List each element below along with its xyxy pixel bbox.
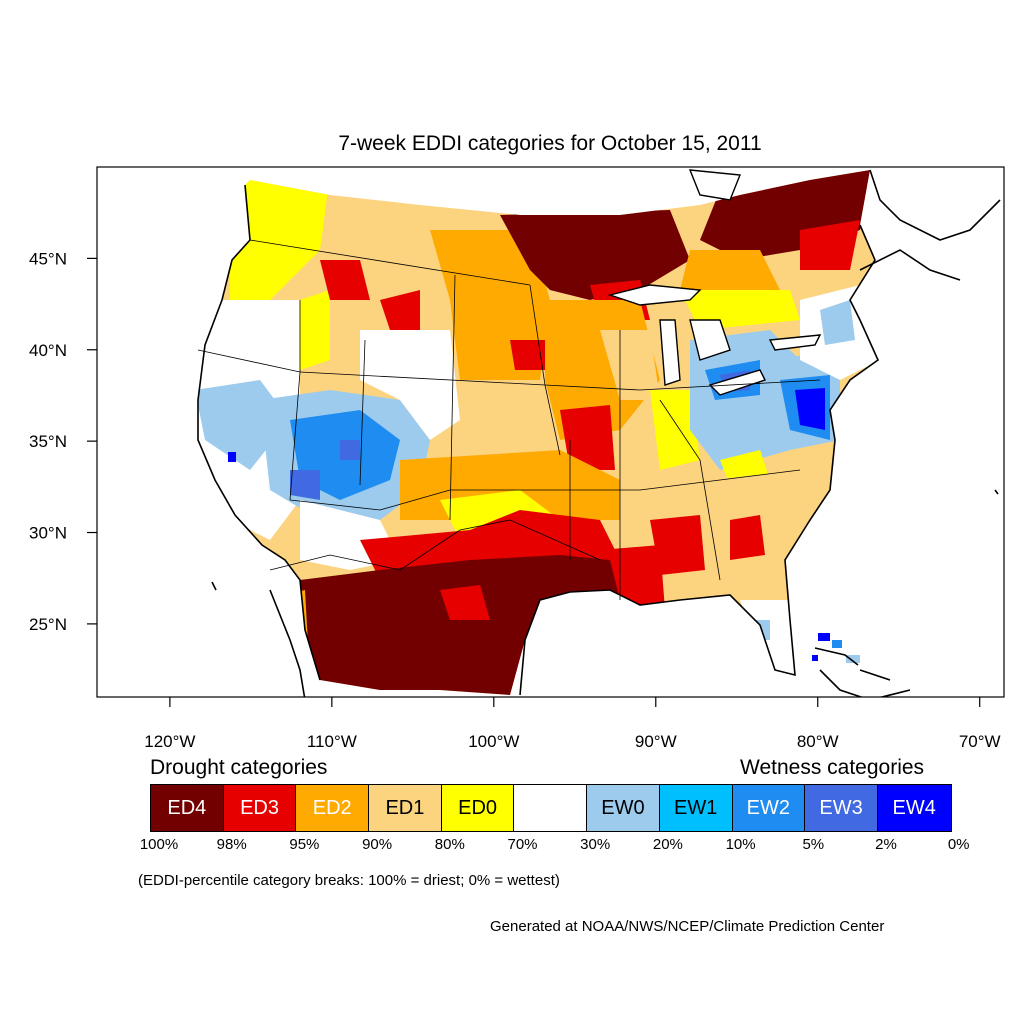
legend-break-label: 70% bbox=[507, 836, 538, 853]
lon-tick-label: 80°W bbox=[797, 732, 839, 751]
legend-break-label: 10% bbox=[725, 836, 756, 853]
legend-break-label: 30% bbox=[580, 836, 611, 853]
legend-swatch-ew1: EW1 bbox=[659, 785, 733, 831]
credit-line: Generated at NOAA/NWS/NCEP/Climate Predi… bbox=[490, 918, 885, 935]
map-title: 7-week EDDI categories for October 15, 2… bbox=[338, 132, 762, 155]
lat-tick-label: 45°N bbox=[29, 249, 67, 268]
coastlines bbox=[197, 169, 1001, 697]
legend-swatch-ed0: ED0 bbox=[441, 785, 515, 831]
lat-tick-label: 35°N bbox=[29, 432, 67, 451]
lon-tick-label: 100°W bbox=[468, 732, 519, 751]
wetness-heading: Wetness categories bbox=[740, 756, 925, 779]
state-borders bbox=[197, 239, 821, 600]
map-frame bbox=[97, 167, 1004, 697]
legend-swatch-ed2: ED2 bbox=[296, 785, 370, 831]
islands bbox=[211, 489, 999, 681]
legend-swatch-ed3: ED3 bbox=[223, 785, 297, 831]
lon-tick-label: 110°W bbox=[307, 732, 357, 751]
category-note: (EDDI-percentile category breaks: 100% =… bbox=[138, 872, 560, 889]
legend-swatch-ew4: EW4 bbox=[877, 785, 951, 831]
legend-break-label: 20% bbox=[652, 836, 683, 853]
category-fill bbox=[198, 170, 878, 695]
drought-heading: Drought categories bbox=[150, 756, 328, 779]
lon-tick-label: 90°W bbox=[635, 732, 677, 751]
legend-swatch-ed1: ED1 bbox=[369, 785, 442, 831]
legend-break-label: 90% bbox=[362, 836, 393, 853]
longitude-axis: 120°W 110°W 100°W 90°W 80°W 70°W bbox=[144, 697, 1001, 751]
legend-break-label: 2% bbox=[875, 836, 897, 853]
category-legend: ED4 ED3 ED2 ED1 ED0 EW0 EW1 EW2 EW3 EW4 bbox=[150, 784, 952, 832]
legend-break-label: 95% bbox=[289, 836, 320, 853]
legend-swatch-ew3: EW3 bbox=[805, 785, 878, 831]
legend-break-label: 98% bbox=[216, 836, 247, 853]
map-border bbox=[96, 166, 1005, 698]
legend-break-label: 80% bbox=[434, 836, 465, 853]
legend-swatch-ew0: EW0 bbox=[587, 785, 660, 831]
lon-tick-label: 70°W bbox=[959, 732, 1001, 751]
legend-swatch-ed4: ED4 bbox=[151, 785, 224, 831]
legend-swatch-neutral bbox=[514, 785, 588, 831]
bahamas-cells bbox=[812, 633, 860, 663]
legend-break-label: 5% bbox=[802, 836, 825, 853]
lon-tick-label: 120°W bbox=[144, 732, 195, 751]
legend-break-label: 0% bbox=[947, 836, 970, 853]
lat-tick-label: 40°N bbox=[29, 341, 67, 360]
legend-break-label: 100% bbox=[139, 836, 179, 853]
great-lakes bbox=[607, 169, 822, 396]
legend-swatch-ew2: EW2 bbox=[732, 785, 806, 831]
lat-tick-label: 25°N bbox=[29, 615, 67, 634]
latitude-axis: 45°N 40°N 35°N 30°N 25°N bbox=[29, 249, 97, 634]
lat-tick-label: 30°N bbox=[29, 524, 67, 543]
